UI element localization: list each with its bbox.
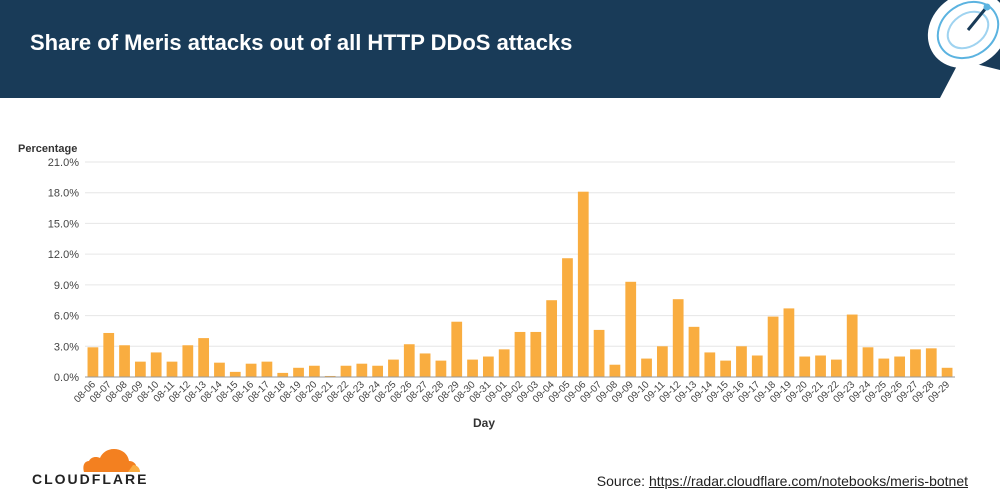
- bar: [720, 360, 732, 377]
- bar: [830, 359, 842, 377]
- bar: [672, 299, 684, 377]
- y-tick-label: 18.0%: [48, 188, 79, 200]
- y-tick-label: 0.0%: [54, 372, 79, 384]
- bar: [641, 358, 652, 377]
- bar: [767, 316, 779, 377]
- bar: [925, 348, 937, 377]
- bar: [293, 367, 304, 377]
- bar-chart: Percentage 0.0% 3.0% 6.0% 9.0% 12.0% 15.0% 18.…: [18, 143, 955, 430]
- bar: [514, 331, 526, 377]
- bar: [166, 361, 178, 377]
- y-tick-label: 21.0%: [48, 157, 79, 169]
- bar: [340, 365, 352, 377]
- bar: [751, 355, 763, 377]
- y-tick-label: 3.0%: [54, 341, 79, 353]
- bar: [261, 361, 273, 377]
- bar: [403, 344, 415, 377]
- header-banner: Share of Meris attacks out of all HTTP D…: [0, 0, 1000, 98]
- cloudflare-logo: [83, 449, 140, 472]
- bar: [103, 332, 115, 377]
- bar: [878, 358, 890, 377]
- bar: [941, 367, 953, 377]
- bar: [530, 331, 542, 377]
- bar: [862, 347, 874, 377]
- y-tick-label: 15.0%: [48, 218, 79, 230]
- bar: [245, 363, 257, 377]
- bar: [467, 359, 478, 377]
- bar: [799, 356, 811, 377]
- bar: [182, 345, 194, 377]
- page-title: Share of Meris attacks out of all HTTP D…: [30, 30, 573, 55]
- bar: [150, 352, 162, 377]
- bar: [388, 359, 399, 377]
- bar: [736, 346, 747, 377]
- bar: [229, 371, 241, 377]
- bar: [356, 363, 368, 377]
- bar: [688, 326, 700, 377]
- bar: [562, 258, 573, 377]
- bar: [134, 361, 146, 377]
- bar: [815, 355, 826, 377]
- satellite-dish-icon: [927, 0, 1000, 98]
- bar: [372, 365, 384, 377]
- bar: [577, 191, 589, 377]
- bar: [910, 349, 921, 377]
- bar: [277, 372, 289, 377]
- bar: [214, 362, 225, 377]
- bar: [324, 375, 336, 377]
- bar: [704, 352, 716, 377]
- bar: [656, 346, 668, 377]
- y-tick-label: 9.0%: [54, 280, 79, 292]
- x-axis-title: Day: [473, 416, 495, 430]
- source-label: Source:: [596, 473, 646, 489]
- bar: [783, 308, 795, 377]
- cloudflare-wordmark: CLOUDFLARE: [32, 471, 149, 487]
- bar: [87, 347, 99, 377]
- bar: [198, 338, 210, 377]
- y-tick-label: 6.0%: [54, 311, 79, 323]
- bar: [593, 329, 605, 377]
- bar: [435, 360, 447, 377]
- bar: [419, 353, 431, 377]
- bar: [625, 281, 637, 377]
- bar: [119, 345, 130, 377]
- bar: [546, 300, 558, 377]
- y-axis-title: Percentage: [18, 143, 77, 155]
- bar: [482, 356, 494, 377]
- bar: [451, 321, 463, 377]
- bar: [894, 356, 906, 377]
- bar: [308, 365, 320, 377]
- source-link[interactable]: https://radar.cloudflare.com/notebooks/m…: [648, 473, 968, 489]
- y-tick-label: 12.0%: [48, 249, 79, 261]
- source-citation: Source: https://radar.cloudflare.com/not…: [597, 473, 968, 489]
- bar: [609, 364, 621, 377]
- bar: [498, 349, 510, 377]
- bar: [846, 314, 858, 377]
